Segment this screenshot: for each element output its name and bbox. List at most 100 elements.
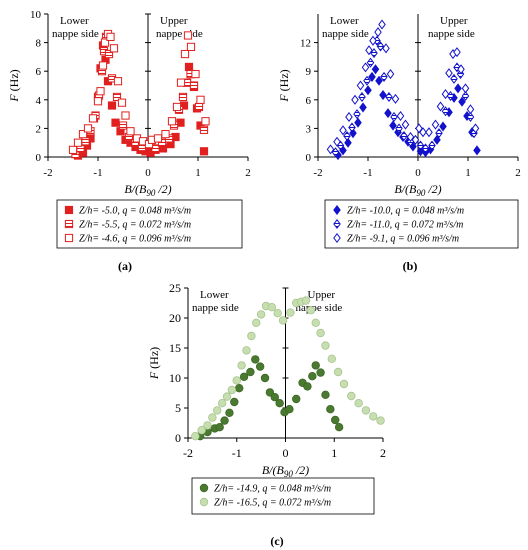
- data-point: [369, 412, 378, 421]
- data-point: [419, 127, 427, 138]
- y-tick-label: 6: [36, 66, 42, 78]
- data-point: [461, 90, 470, 102]
- data-point: [227, 385, 237, 395]
- legend-box: [56, 199, 243, 249]
- legend-entry: Z/h= -5.5, q = 0.072 m³/s/m: [79, 220, 191, 231]
- data-point: [361, 406, 371, 415]
- data-point: [98, 61, 108, 70]
- y-tick-label: 9: [306, 66, 312, 78]
- data-point: [306, 306, 316, 315]
- data-point: [457, 64, 465, 75]
- data-point: [292, 394, 301, 404]
- data-point: [316, 328, 325, 338]
- y-tick-label: 15: [169, 341, 181, 355]
- data-point: [421, 143, 430, 154]
- data-point: [270, 393, 279, 402]
- data-point: [64, 219, 74, 229]
- y-tick-label: 0: [306, 152, 312, 164]
- y-tick-label: 0: [175, 431, 181, 445]
- data-point: [331, 147, 340, 158]
- data-point: [256, 310, 266, 319]
- data-point: [416, 146, 425, 157]
- data-point: [347, 391, 356, 401]
- data-point: [441, 89, 450, 100]
- data-point: [433, 134, 441, 145]
- data-point: [354, 117, 362, 128]
- data-point: [374, 27, 382, 38]
- data-point: [88, 114, 98, 123]
- data-point: [401, 119, 410, 130]
- data-point: [273, 309, 282, 318]
- data-point: [246, 367, 255, 377]
- data-point: [197, 426, 206, 435]
- data-point: [439, 121, 447, 132]
- data-point: [203, 421, 212, 430]
- data-point: [213, 406, 222, 415]
- x-tick-label: -1: [232, 446, 242, 460]
- data-point: [232, 376, 241, 385]
- data-point: [222, 392, 232, 401]
- y-tick-label: 4: [36, 95, 42, 107]
- data-point: [436, 101, 445, 112]
- legend: Z/h= -10.0, q = 0.048 m³/s/m Z/h= -11.0, …: [324, 199, 519, 249]
- data-point: [416, 140, 425, 151]
- annotation-upper-nappe: Upper nappe side: [156, 15, 203, 40]
- data-point: [390, 111, 398, 122]
- data-point: [225, 408, 234, 417]
- data-point: [161, 130, 170, 139]
- panel-label: (c): [270, 534, 283, 548]
- data-point: [275, 399, 284, 408]
- legend-box: [324, 199, 519, 249]
- x-tick-label: -1: [93, 167, 102, 179]
- data-point: [178, 92, 188, 102]
- data-point: [428, 140, 436, 151]
- data-point: [348, 122, 356, 133]
- data-point: [311, 361, 320, 370]
- data-point: [106, 32, 115, 41]
- data-point: [411, 134, 420, 145]
- data-point: [113, 77, 123, 86]
- series-square-open: [68, 29, 210, 154]
- data-point: [382, 43, 390, 54]
- y-tick-label: 10: [30, 9, 42, 21]
- data-point: [100, 38, 110, 47]
- data-point: [247, 331, 256, 341]
- data-point: [359, 102, 367, 113]
- data-point: [344, 137, 352, 148]
- data-point: [151, 144, 160, 153]
- y-tick-label: 8: [36, 38, 42, 50]
- data-point: [333, 232, 341, 244]
- data-point: [184, 62, 194, 72]
- data-point: [286, 308, 295, 317]
- data-point: [435, 128, 443, 139]
- data-point: [73, 138, 83, 147]
- data-point: [199, 125, 209, 134]
- data-point: [255, 362, 265, 371]
- data-point: [363, 75, 371, 86]
- y-tick-label: 25: [169, 281, 181, 295]
- data-point: [343, 130, 351, 142]
- data-point: [450, 73, 458, 84]
- annotation-lower-nappe: Lower nappe side: [192, 289, 239, 314]
- data-point: [384, 108, 392, 119]
- data-point: [366, 57, 375, 68]
- data-point: [112, 92, 122, 102]
- data-point: [267, 303, 277, 312]
- data-point: [379, 90, 387, 101]
- x-tick-label: 0: [283, 446, 289, 460]
- data-point: [96, 87, 105, 96]
- data-point: [356, 80, 365, 91]
- data-point: [466, 104, 475, 115]
- x-tick-label: -1: [363, 167, 372, 179]
- data-point: [215, 423, 224, 432]
- data-point: [118, 121, 128, 130]
- data-point: [456, 69, 465, 80]
- chart-panel-a: 0 2 4 6 8 10 -2 -1 0 1 2 B/(B90 /2) F (Hz) Lower nappe…: [7, 9, 251, 273]
- data-point: [370, 48, 378, 59]
- data-point: [400, 130, 408, 142]
- data-point: [234, 384, 244, 393]
- x-tick-label: 2: [245, 167, 251, 179]
- panel-label: (b): [403, 259, 418, 273]
- data-point: [361, 62, 370, 73]
- x-tick-label: 2: [515, 167, 521, 179]
